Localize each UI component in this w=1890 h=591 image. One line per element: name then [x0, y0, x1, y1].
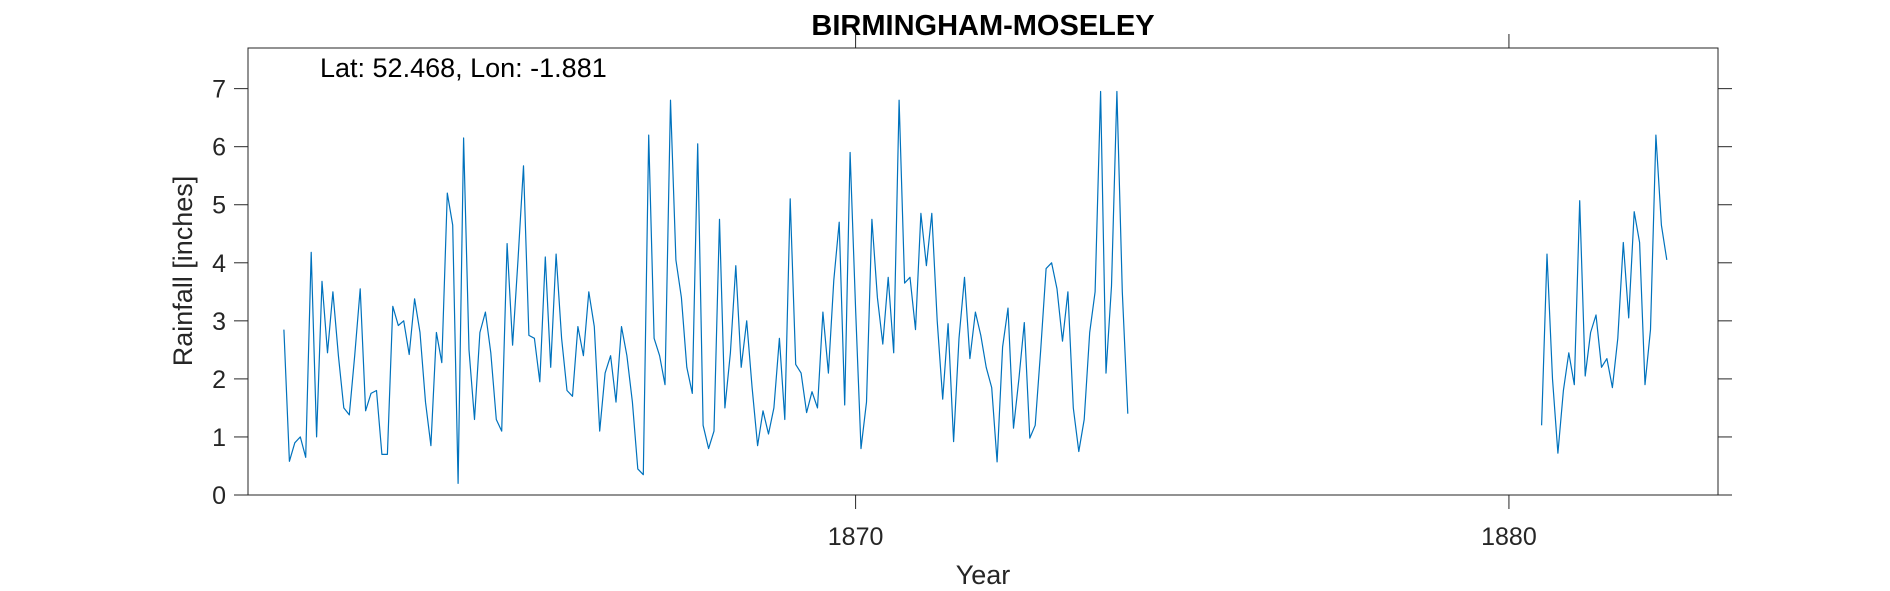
chart-title: BIRMINGHAM-MOSELEY — [811, 10, 1154, 42]
y-tick-label: 1 — [212, 424, 226, 452]
y-tick-label: 6 — [212, 134, 226, 162]
y-tick-label: 0 — [212, 482, 226, 510]
y-tick-label: 4 — [212, 250, 226, 278]
x-axis-label: Year — [956, 560, 1011, 590]
series-line — [283, 90, 1129, 484]
x-axis-ticks: 1870 1880 — [828, 34, 1537, 551]
y-tick-label: 5 — [212, 192, 226, 220]
y-tick-label: 2 — [212, 366, 226, 394]
y-tick-label: 3 — [212, 308, 226, 336]
plot-area — [247, 47, 1719, 496]
station-annotation: Lat: 52.468, Lon: -1.881 — [320, 53, 607, 83]
x-tick-label: 1870 — [828, 523, 884, 551]
y-axis-ticks: 0 1 2 3 4 5 6 7 — [212, 76, 1732, 510]
x-tick-label: 1880 — [1481, 523, 1537, 551]
series-line — [1541, 134, 1668, 454]
y-tick-label: 7 — [212, 76, 226, 104]
series-layer — [283, 90, 1668, 484]
y-axis-label: Rainfall [inches] — [168, 176, 198, 367]
